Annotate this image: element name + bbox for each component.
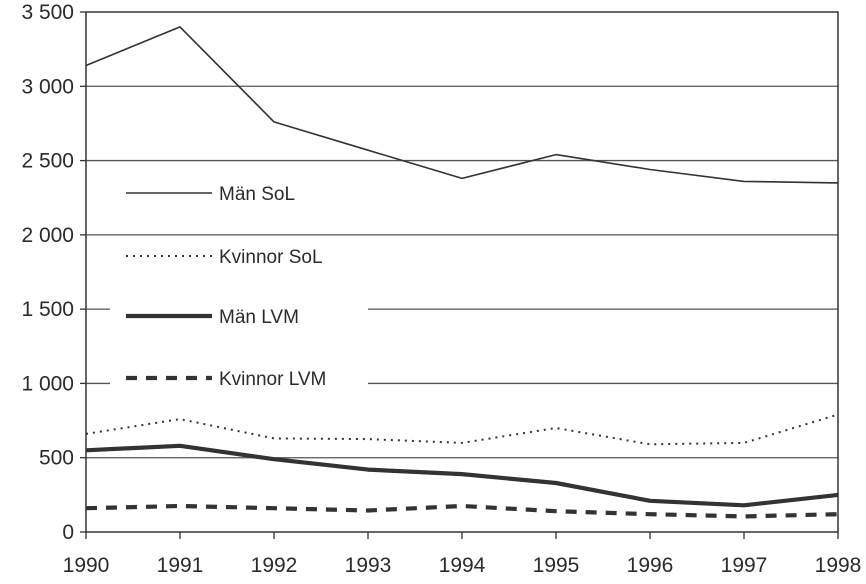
x-tick-label: 1990	[63, 554, 110, 577]
series-layer	[85, 26, 839, 519]
x-tick-label: 1992	[251, 554, 298, 577]
series-line-kvinnor-sol	[85, 413, 839, 446]
legend-label-kvinnor-lvm: Kvinnor LVM	[219, 369, 326, 390]
x-tick-label: 1997	[721, 554, 768, 577]
y-tick-label: 3 000	[21, 75, 74, 98]
series-line-kvinnor-lvm	[85, 503, 839, 519]
x-tick-label: 1998	[815, 554, 862, 577]
y-tick-label: 1 000	[21, 372, 74, 395]
legend-label-kvinnor-sol: Kvinnor SoL	[219, 247, 323, 268]
x-tick-label: 1995	[533, 554, 580, 577]
legend-background	[110, 236, 368, 272]
x-tick-label: 1993	[345, 554, 392, 577]
x-axis: 1990 1991 1992 1993 1994 1995 1996 1997 1998	[63, 532, 862, 577]
legend-background	[110, 173, 368, 209]
y-axis: 0 500 1 000 1 500 2 000 2 500 3 000 3 500	[21, 1, 86, 544]
y-tick-label: 0	[62, 521, 74, 544]
series-line-m-n-lvm	[85, 443, 839, 508]
y-tick-label: 2 000	[21, 224, 74, 247]
y-tick-label: 1 500	[21, 298, 74, 321]
x-tick-label: 1991	[157, 554, 204, 577]
legend-label-m-n-sol: Män SoL	[219, 184, 295, 205]
y-tick-label: 2 500	[21, 150, 74, 173]
legend: Män SoL Kvinnor SoL Män LVM Kvinnor LVM	[110, 173, 368, 394]
legend-label-m-n-lvm: Män LVM	[219, 307, 299, 328]
x-tick-label: 1996	[627, 554, 674, 577]
series-line-m-n-sol	[85, 26, 839, 184]
y-tick-label: 3 500	[21, 1, 74, 24]
x-tick-label: 1994	[439, 554, 486, 577]
y-tick-label: 500	[39, 447, 74, 470]
